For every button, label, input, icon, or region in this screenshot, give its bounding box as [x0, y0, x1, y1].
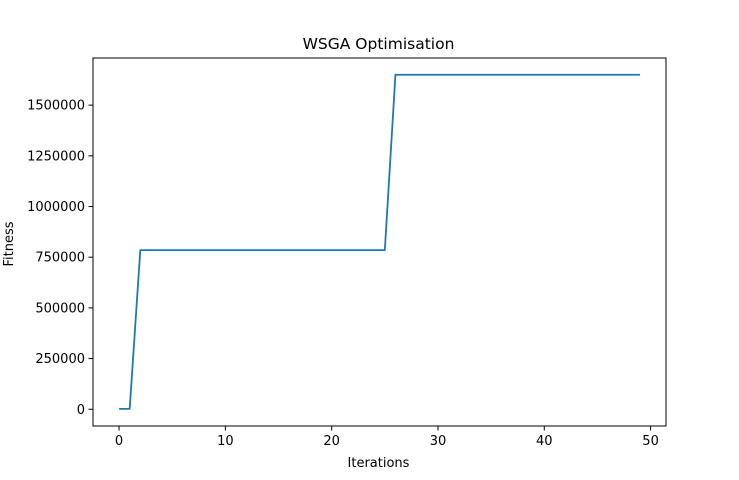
- x-tick-label-40: 40: [536, 434, 553, 449]
- y-tick-label-500000: 500000: [35, 301, 85, 316]
- y-axis-label: Fitness: [2, 221, 17, 266]
- plot-area: 0 10 20 30 40 50 0 250000 500000 750000 1000000 125…: [27, 57, 667, 449]
- x-tick-label-50: 50: [642, 434, 659, 449]
- y-tick-label-250000: 250000: [35, 352, 85, 367]
- x-tick-label-10: 10: [217, 434, 234, 449]
- y-tick-label-1500000: 1500000: [27, 99, 85, 114]
- chart-title: WSGA Optimisation: [303, 35, 455, 53]
- series-line-0: [119, 73, 640, 410]
- x-tick-label-30: 30: [430, 434, 447, 449]
- y-tick-label-750000: 750000: [35, 251, 85, 266]
- y-tick-label-1000000: 1000000: [27, 200, 85, 215]
- x-axis-label: Iterations: [348, 456, 410, 471]
- y-tick-label-0: 0: [77, 403, 85, 418]
- x-tick-label-0: 0: [115, 434, 123, 449]
- x-tick-label-20: 20: [323, 434, 340, 449]
- y-tick-label-1250000: 1250000: [27, 149, 85, 164]
- axes-frame: [92, 57, 667, 427]
